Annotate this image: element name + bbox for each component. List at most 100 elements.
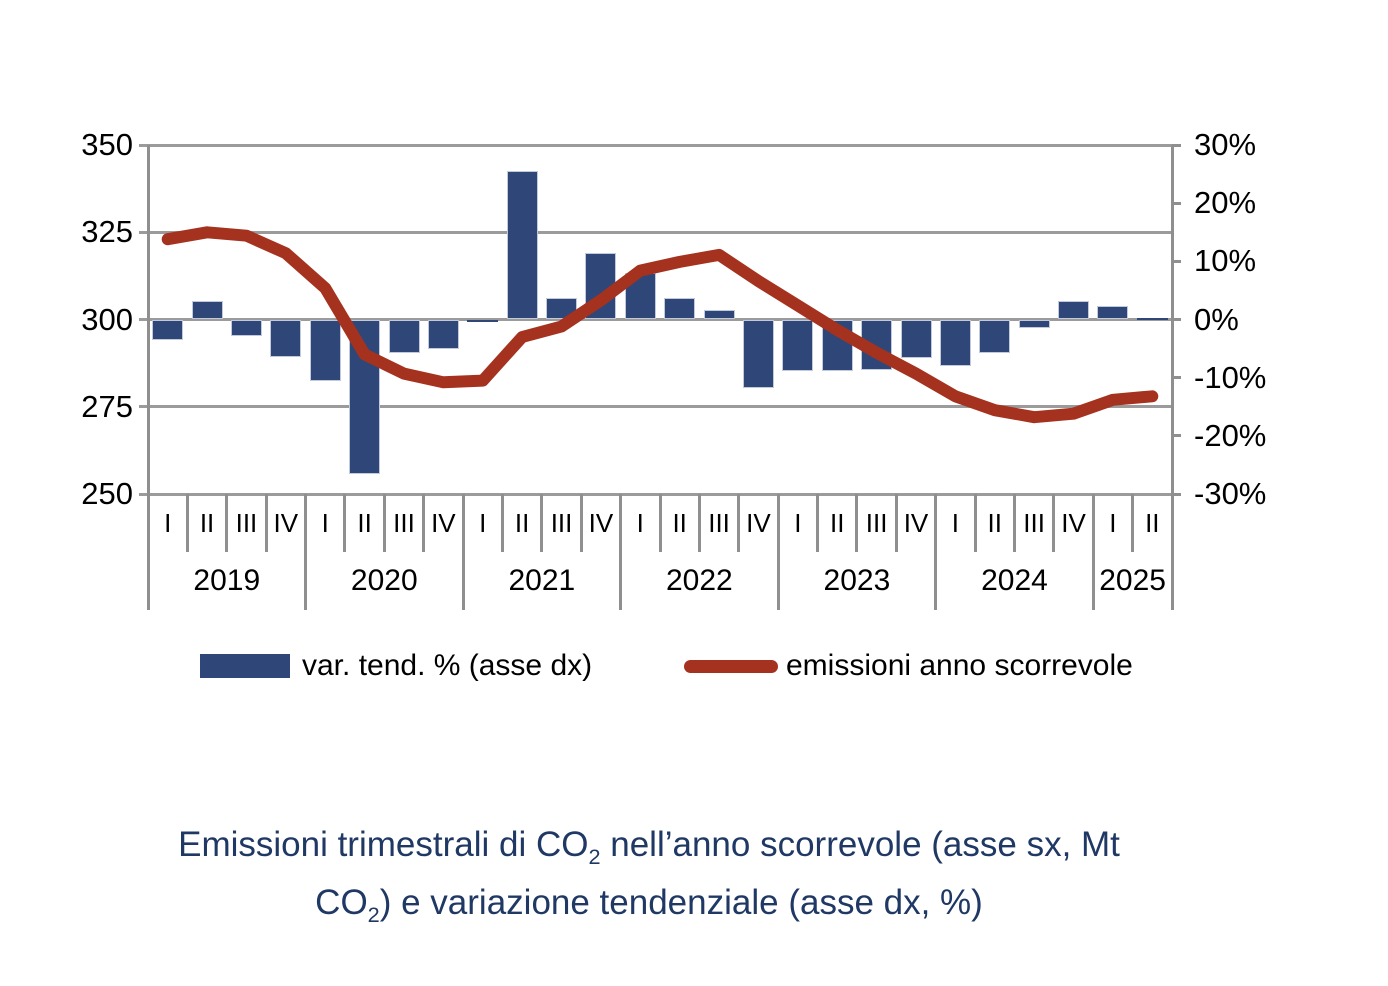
- right-axis-tick: [1172, 259, 1181, 263]
- legend-item-bars: var. tend. % (asse dx): [200, 648, 592, 684]
- gridline: [139, 230, 1172, 234]
- bar-14: [703, 310, 735, 320]
- bar-6: [388, 319, 420, 354]
- year-label: 2024: [981, 564, 1048, 597]
- bar-13: [664, 297, 696, 320]
- gridline: [139, 405, 1172, 409]
- right-axis-tick: [1172, 376, 1181, 380]
- quarter-label: II: [829, 508, 845, 538]
- quarter-label: II: [199, 508, 215, 538]
- quarter-label: III: [393, 508, 415, 538]
- quarter-separator-tick: [973, 494, 977, 552]
- bar-8: [467, 319, 499, 323]
- bar-9: [506, 170, 538, 320]
- right-axis-tick: [1172, 318, 1181, 321]
- right-axis-tick-label: 20%: [1194, 185, 1257, 221]
- year-separator-tick: [304, 494, 308, 610]
- line-series-label: emissioni anno scorrevole: [786, 649, 1133, 682]
- bar-10: [546, 297, 578, 320]
- quarter-label: II: [1145, 508, 1160, 538]
- year-separator-tick: [461, 494, 465, 610]
- quarter-separator-tick: [264, 494, 268, 552]
- quarter-label: I: [164, 508, 172, 538]
- year-label: 2019: [193, 564, 261, 597]
- legend-item-line: emissioni anno scorrevole: [684, 648, 1133, 684]
- bar-21: [979, 319, 1011, 353]
- quarter-separator-tick: [343, 494, 347, 552]
- quarter-label: III: [1023, 508, 1045, 538]
- quarter-separator-tick: [1052, 494, 1056, 552]
- quarter-label: III: [235, 508, 258, 538]
- bar-0: [152, 319, 184, 341]
- bar-16: [782, 319, 814, 372]
- bar-25: [1136, 317, 1168, 320]
- bar-17: [821, 319, 853, 372]
- quarter-separator-tick: [500, 494, 504, 552]
- quarter-label: III: [550, 508, 573, 538]
- quarter-label: IV: [273, 508, 299, 538]
- gridline: [139, 143, 1172, 147]
- right-axis-line: [1170, 145, 1174, 610]
- right-axis-tick-label: -30%: [1194, 476, 1267, 511]
- bar-5: [349, 319, 381, 474]
- quarter-label: I: [951, 508, 959, 538]
- left-axis-tick-label: 350: [81, 127, 133, 162]
- year-label: 2023: [823, 564, 891, 597]
- left-axis-tick-label: 300: [81, 301, 133, 337]
- quarter-label: I: [636, 508, 644, 538]
- quarter-separator-tick: [422, 494, 426, 552]
- quarter-label: I: [1109, 508, 1117, 538]
- quarter-separator-tick: [185, 494, 189, 552]
- quarter-label: IV: [746, 508, 771, 538]
- year-label: 2022: [666, 564, 733, 597]
- year-label: 2020: [350, 564, 418, 597]
- gridline: [139, 492, 1172, 496]
- caption-line-2: CO2) e variazione tendenziale (asse dx, …: [315, 883, 983, 927]
- bar-series-swatch: [200, 654, 290, 678]
- quarter-separator-tick: [382, 494, 386, 552]
- quarter-label: I: [321, 508, 329, 538]
- quarter-label: II: [514, 508, 530, 538]
- left-axis-tick-label: 250: [81, 476, 133, 511]
- year-separator-tick: [776, 494, 780, 610]
- right-axis-tick-label: 10%: [1194, 243, 1257, 279]
- quarter-separator-tick: [816, 494, 820, 552]
- right-axis-tick: [1172, 143, 1181, 147]
- quarter-label: IV: [588, 508, 614, 538]
- bar-22: [1018, 319, 1050, 328]
- quarter-label: I: [479, 508, 487, 538]
- quarter-label: II: [672, 508, 687, 538]
- right-axis-tick: [1172, 201, 1181, 205]
- quarter-separator-tick: [540, 494, 544, 552]
- bar-1: [191, 301, 223, 320]
- right-axis-tick-label: 30%: [1194, 127, 1257, 162]
- bar-3: [270, 319, 302, 358]
- bar-19: [900, 319, 932, 358]
- quarter-label: IV: [903, 508, 929, 538]
- right-axis-tick-label: -10%: [1194, 359, 1267, 395]
- legend: var. tend. % (asse dx) emissioni anno sc…: [0, 648, 1388, 688]
- left-axis-tick-label: 275: [81, 388, 133, 424]
- quarter-label: III: [865, 508, 888, 538]
- bar-4: [309, 319, 341, 382]
- quarter-label: IV: [431, 508, 456, 538]
- bar-7: [427, 319, 459, 350]
- quarter-separator-tick: [894, 494, 898, 552]
- year-separator-tick: [934, 494, 938, 610]
- left-axis-tick-label: 325: [81, 214, 133, 250]
- left-axis-line: [146, 145, 150, 610]
- bar-2: [230, 319, 262, 337]
- quarter-separator-tick: [697, 494, 701, 552]
- bar-20: [939, 319, 971, 367]
- quarter-label: I: [794, 508, 802, 538]
- year-separator-tick: [619, 494, 623, 610]
- bar-11: [585, 253, 617, 320]
- quarter-label: II: [987, 508, 1002, 538]
- right-axis-tick-label: 0%: [1194, 301, 1239, 337]
- bar-12: [624, 272, 656, 320]
- quarter-label: III: [708, 508, 730, 538]
- quarter-separator-tick: [1131, 494, 1135, 552]
- right-axis-tick: [1172, 492, 1181, 496]
